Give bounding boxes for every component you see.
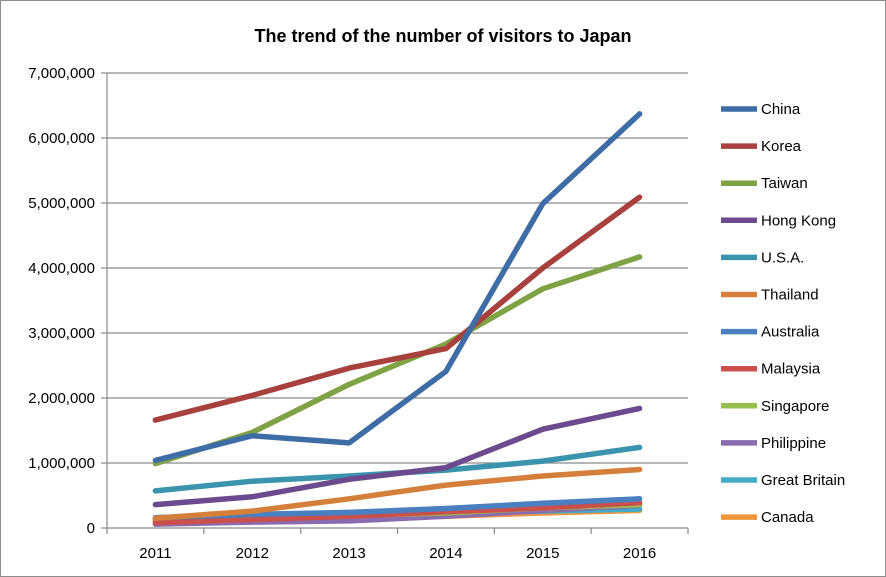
y-tick-label: 0 xyxy=(87,520,95,537)
legend-label-china: China xyxy=(761,101,801,118)
series-lines xyxy=(152,111,643,527)
series-line-china xyxy=(152,111,643,464)
legend-label-australia: Australia xyxy=(761,324,820,341)
legend-label-philippine: Philippine xyxy=(761,435,826,452)
y-tick-label: 7,000,000 xyxy=(28,65,95,82)
chart-title: The trend of the number of visitors to J… xyxy=(254,26,631,46)
legend-label-singapore: Singapore xyxy=(761,398,829,415)
y-tick-label: 2,000,000 xyxy=(28,390,95,407)
x-tick-label: 2012 xyxy=(236,545,269,562)
series-line-hong-kong xyxy=(152,405,643,508)
legend-label-canada: Canada xyxy=(761,509,814,526)
legend-label-taiwan: Taiwan xyxy=(761,175,808,192)
x-tick-label: 2014 xyxy=(429,545,462,562)
legend: China Korea Taiwan Hong Kong U.S.A. Thailand A… xyxy=(721,101,845,526)
series-line-korea xyxy=(152,194,643,423)
y-tick-label: 3,000,000 xyxy=(28,325,95,342)
series-line-malaysia xyxy=(152,499,643,526)
x-tick-label: 2013 xyxy=(332,545,365,562)
y-tick-label: 1,000,000 xyxy=(28,455,95,472)
legend-label-u-s-a: U.S.A. xyxy=(761,249,804,266)
gridlines xyxy=(107,72,688,464)
series-line-thailand xyxy=(152,466,643,522)
y-tick-label: 6,000,000 xyxy=(28,130,95,147)
legend-label-korea: Korea xyxy=(761,138,802,155)
legend-label-malaysia: Malaysia xyxy=(761,361,821,378)
legend-label-great-britain: Great Britain xyxy=(761,472,845,489)
y-tick-label: 4,000,000 xyxy=(28,260,95,277)
legend-label-hong-kong: Hong Kong xyxy=(761,212,836,229)
axes: 0 1,000,000 2,000,000 3,000,000 4,000,000 5,0… xyxy=(28,65,689,562)
x-tick-label: 2015 xyxy=(526,545,559,562)
y-tick-label: 5,000,000 xyxy=(28,195,95,212)
legend-label-thailand: Thailand xyxy=(761,287,819,304)
x-tick-label: 2011 xyxy=(139,545,171,562)
series-line-u-s-a xyxy=(152,444,643,494)
x-tick-label: 2016 xyxy=(623,545,656,562)
